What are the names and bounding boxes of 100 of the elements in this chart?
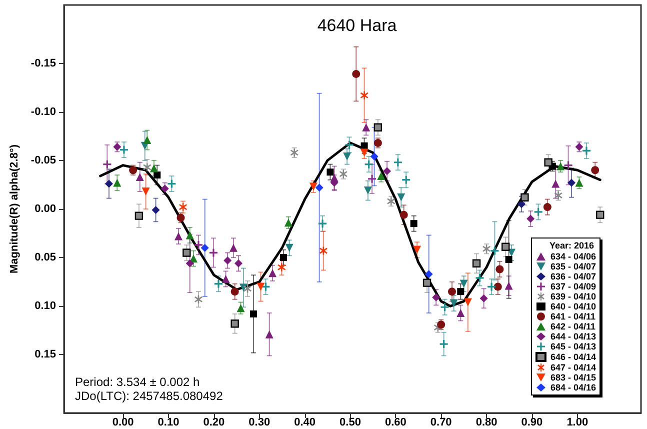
point bbox=[230, 320, 239, 328]
point bbox=[502, 242, 510, 251]
y-tick-label: -0.05 bbox=[30, 154, 56, 166]
point bbox=[265, 330, 274, 338]
legend-label: 634 - 04/06 bbox=[550, 252, 596, 262]
y-tick-label: 0.05 bbox=[34, 252, 56, 264]
point bbox=[457, 288, 464, 296]
point bbox=[400, 210, 408, 219]
point bbox=[440, 303, 449, 312]
legend-label: 639 - 04/10 bbox=[550, 292, 596, 302]
point bbox=[534, 208, 542, 216]
legend-label: 645 - 04/13 bbox=[550, 342, 596, 352]
point bbox=[397, 193, 406, 202]
annotation: Period: 3.534 ± 0.002 h bbox=[75, 375, 200, 389]
x-tick-label: 0.30 bbox=[248, 416, 270, 428]
point bbox=[136, 172, 144, 181]
point bbox=[285, 244, 294, 252]
y-tick-label: -0.15 bbox=[30, 57, 56, 70]
point bbox=[113, 178, 122, 187]
point bbox=[330, 178, 338, 187]
point bbox=[182, 248, 191, 257]
x-tick-label: 0.80 bbox=[476, 416, 498, 428]
legend-title: Year: 2016 bbox=[549, 240, 594, 250]
point bbox=[256, 282, 265, 291]
point bbox=[377, 172, 386, 180]
point bbox=[284, 218, 292, 227]
point bbox=[120, 146, 128, 154]
point bbox=[250, 310, 257, 318]
point bbox=[364, 186, 372, 195]
legend-label: 635 - 04/07 bbox=[550, 262, 596, 272]
point bbox=[374, 123, 382, 132]
point bbox=[394, 158, 402, 166]
point bbox=[440, 340, 448, 348]
point bbox=[214, 280, 222, 288]
annotation: JDo(LTC): 2457485.080492 bbox=[75, 389, 224, 403]
legend-label: 637 - 04/09 bbox=[550, 282, 596, 292]
y-tick-label: -0.10 bbox=[30, 106, 56, 118]
point bbox=[315, 184, 324, 192]
point bbox=[134, 212, 144, 220]
point bbox=[582, 146, 590, 155]
y-axis-title: Magnitude(R) alpha(2.8°) bbox=[8, 144, 21, 274]
point bbox=[552, 180, 560, 188]
legend-label: 642 - 04/11 bbox=[550, 322, 596, 332]
point bbox=[432, 293, 440, 302]
legend-label: 683 - 04/15 bbox=[550, 372, 596, 382]
x-tick-label: 0.90 bbox=[521, 416, 543, 428]
legend-label: 684 - 04/16 bbox=[550, 382, 596, 392]
point bbox=[488, 282, 496, 291]
point bbox=[596, 210, 604, 219]
text: 4640 Hara bbox=[317, 16, 398, 35]
point bbox=[496, 265, 504, 274]
point bbox=[575, 178, 584, 187]
point bbox=[194, 240, 202, 249]
point bbox=[239, 284, 248, 292]
point bbox=[480, 294, 488, 302]
y-tick-label: 0.15 bbox=[34, 348, 56, 361]
point bbox=[413, 246, 422, 254]
y-tick-label: 0.10 bbox=[34, 300, 56, 312]
point bbox=[160, 184, 169, 193]
point bbox=[368, 174, 376, 183]
point bbox=[152, 206, 160, 214]
point bbox=[505, 256, 512, 264]
x-tick-label: 0.70 bbox=[430, 416, 452, 428]
x-tick-label: 0.20 bbox=[203, 416, 225, 428]
point bbox=[318, 220, 327, 228]
legend-label: 636 - 04/07 bbox=[550, 272, 596, 282]
point bbox=[494, 282, 502, 291]
point bbox=[143, 136, 152, 144]
point bbox=[544, 158, 552, 166]
legend-label: 641 - 04/11 bbox=[550, 312, 596, 322]
point bbox=[526, 214, 535, 223]
point bbox=[543, 203, 552, 212]
point bbox=[268, 269, 277, 278]
point bbox=[556, 162, 565, 170]
point bbox=[504, 282, 513, 290]
point bbox=[364, 160, 373, 168]
point bbox=[383, 167, 392, 176]
point bbox=[222, 274, 230, 283]
x-tick-label: 1.00 bbox=[566, 416, 588, 428]
point bbox=[229, 244, 238, 252]
point bbox=[456, 308, 465, 317]
point bbox=[422, 278, 432, 287]
legend-label: 647 - 04/14 bbox=[550, 362, 596, 372]
legend-label: 644 - 04/13 bbox=[550, 332, 596, 342]
point bbox=[360, 142, 368, 150]
point bbox=[402, 176, 410, 184]
point bbox=[230, 288, 239, 296]
point bbox=[143, 163, 152, 172]
point bbox=[352, 70, 360, 78]
point bbox=[360, 91, 368, 100]
point bbox=[224, 256, 232, 264]
y-tick-label: 0.00 bbox=[34, 203, 56, 215]
x-tick-label: 0.10 bbox=[158, 416, 180, 428]
point bbox=[154, 172, 161, 178]
x-tick-label: 0.00 bbox=[112, 416, 134, 428]
legend-label: 640 - 04/10 bbox=[550, 302, 596, 312]
point bbox=[209, 248, 218, 257]
point bbox=[234, 259, 242, 268]
x-tick-label: 0.40 bbox=[294, 416, 316, 428]
point bbox=[150, 164, 158, 172]
